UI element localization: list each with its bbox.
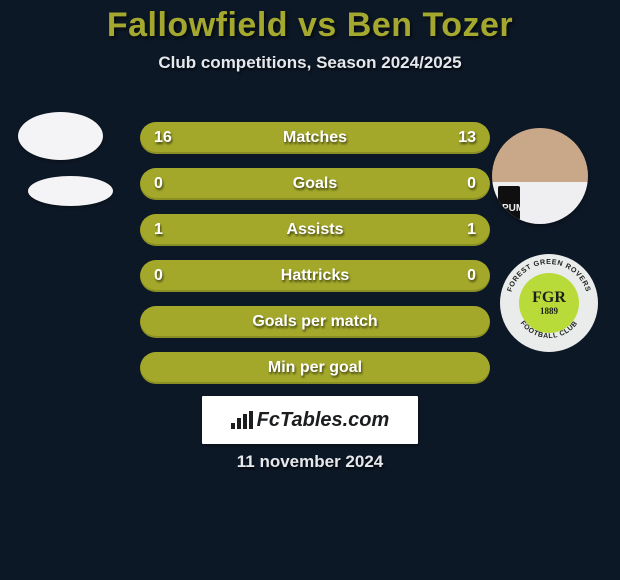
subtitle: Club competitions, Season 2024/2025 (0, 53, 620, 73)
stat-left-value: 0 (154, 267, 182, 285)
player-left-club-badge (28, 176, 113, 206)
stat-label: Goals per match (252, 313, 377, 331)
comparison-card: Fallowfield vs Ben Tozer Club competitio… (0, 0, 620, 580)
stat-left-value: 1 (154, 221, 182, 239)
stat-label: Matches (283, 129, 347, 147)
club-badge-core: FGR 1889 (519, 273, 579, 333)
stat-label: Hattricks (281, 267, 349, 285)
stat-label: Min per goal (268, 359, 362, 377)
avatar-skin (492, 128, 588, 182)
club-badge-year: 1889 (540, 306, 558, 316)
stat-right-value: 0 (448, 267, 476, 285)
club-badge-abbr: FGR (532, 290, 566, 306)
stat-label: Assists (287, 221, 344, 239)
stat-row-goals: 0 Goals 0 (140, 168, 490, 200)
player-left-name: Fallowfield (107, 6, 288, 44)
page-title: Fallowfield vs Ben Tozer (0, 0, 620, 45)
stat-row-goals-per-match: Goals per match (140, 306, 490, 338)
stat-row-assists: 1 Assists 1 (140, 214, 490, 246)
source-site-name: FcTables.com (257, 409, 390, 432)
kit-brand-label: PUMA (502, 203, 531, 214)
player-right-name: Ben Tozer (347, 6, 513, 44)
stat-row-matches: 16 Matches 13 (140, 122, 490, 154)
stat-left-value: 16 (154, 129, 182, 147)
stat-row-min-per-goal: Min per goal (140, 352, 490, 384)
stat-right-value: 13 (448, 129, 476, 147)
stat-label: Goals (293, 175, 337, 193)
stat-left-value: 0 (154, 175, 182, 193)
stats-list: 16 Matches 13 0 Goals 0 1 Assists 1 0 Ha… (140, 122, 490, 398)
stat-right-value: 1 (448, 221, 476, 239)
player-left-avatar (18, 112, 103, 160)
snapshot-date: 11 november 2024 (0, 452, 620, 472)
stat-row-hattricks: 0 Hattricks 0 (140, 260, 490, 292)
player-right-avatar: PUMA (492, 128, 588, 224)
source-badge: FcTables.com (202, 396, 418, 444)
avatar-kit: PUMA (492, 182, 588, 224)
bars-icon (231, 411, 253, 429)
player-right-club-badge: FOREST GREEN ROVERS FOOTBALL CLUB FGR 18… (500, 254, 598, 352)
title-vs: vs (298, 6, 337, 44)
stat-right-value: 0 (448, 175, 476, 193)
